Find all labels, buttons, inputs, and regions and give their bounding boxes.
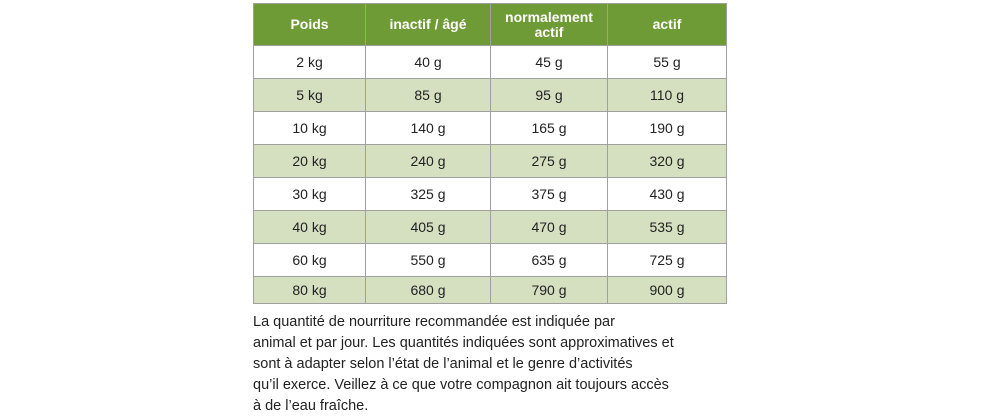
table-cell: 190 g: [607, 111, 727, 145]
table-cell: 55 g: [607, 45, 727, 79]
table-cell: 40 kg: [253, 210, 366, 244]
header-row: Poids inactif / âgé normalement actif actif: [253, 3, 727, 46]
header-cell: actif: [607, 3, 727, 46]
table-cell: 2 kg: [253, 45, 366, 79]
feeding-table: Poids inactif / âgé normalement actif actif…: [253, 3, 727, 304]
note-line: animal et par jour. Les quantités indiqu…: [253, 335, 674, 351]
note-line: qu’il exerce. Veillez à ce que votre com…: [253, 377, 669, 393]
table-cell: 5 kg: [253, 78, 366, 112]
table-cell: 405 g: [365, 210, 491, 244]
table-cell: 635 g: [490, 243, 608, 277]
table-row: 40 kg 405 g 470 g 535 g: [253, 210, 727, 244]
table-cell: 165 g: [490, 111, 608, 145]
table-row: 20 kg 240 g 275 g 320 g: [253, 144, 727, 178]
table-cell: 535 g: [607, 210, 727, 244]
table-cell: 140 g: [365, 111, 491, 145]
table-cell: 900 g: [607, 276, 727, 304]
table-cell: 725 g: [607, 243, 727, 277]
table-cell: 275 g: [490, 144, 608, 178]
table-cell: 20 kg: [253, 144, 366, 178]
table-cell: 375 g: [490, 177, 608, 211]
note: La quantité de nourriture recommandée es…: [253, 312, 674, 417]
note-line: La quantité de nourriture recommandée es…: [253, 314, 615, 330]
table-cell: 325 g: [365, 177, 491, 211]
table-row: 2 kg 40 g 45 g 55 g: [253, 45, 727, 79]
note-line: sont à adapter selon l’état de l’animal …: [253, 356, 633, 372]
table-row: 5 kg 85 g 95 g 110 g: [253, 78, 727, 112]
table-cell: 80 kg: [253, 276, 366, 304]
table-cell: 320 g: [607, 144, 727, 178]
header-cell: inactif / âgé: [365, 3, 491, 46]
table-cell: 85 g: [365, 78, 491, 112]
table-cell: 60 kg: [253, 243, 366, 277]
table-cell: 40 g: [365, 45, 491, 79]
table-row: 80 kg 680 g 790 g 900 g: [253, 276, 727, 304]
table-cell: 430 g: [607, 177, 727, 211]
table-cell: 240 g: [365, 144, 491, 178]
table-cell: 680 g: [365, 276, 491, 304]
table-cell: 550 g: [365, 243, 491, 277]
table-row: 10 kg 140 g 165 g 190 g: [253, 111, 727, 145]
table-cell: 110 g: [607, 78, 727, 112]
header-cell: normalement actif: [490, 3, 608, 46]
table-row: 30 kg 325 g 375 g 430 g: [253, 177, 727, 211]
header-cell: Poids: [253, 3, 366, 46]
table-cell: 95 g: [490, 78, 608, 112]
table-cell: 470 g: [490, 210, 608, 244]
note-line: à de l’eau fraîche.: [253, 398, 369, 414]
table-cell: 10 kg: [253, 111, 366, 145]
table-cell: 790 g: [490, 276, 608, 304]
table-row: 60 kg 550 g 635 g 725 g: [253, 243, 727, 277]
table-cell: 45 g: [490, 45, 608, 79]
table-cell: 30 kg: [253, 177, 366, 211]
